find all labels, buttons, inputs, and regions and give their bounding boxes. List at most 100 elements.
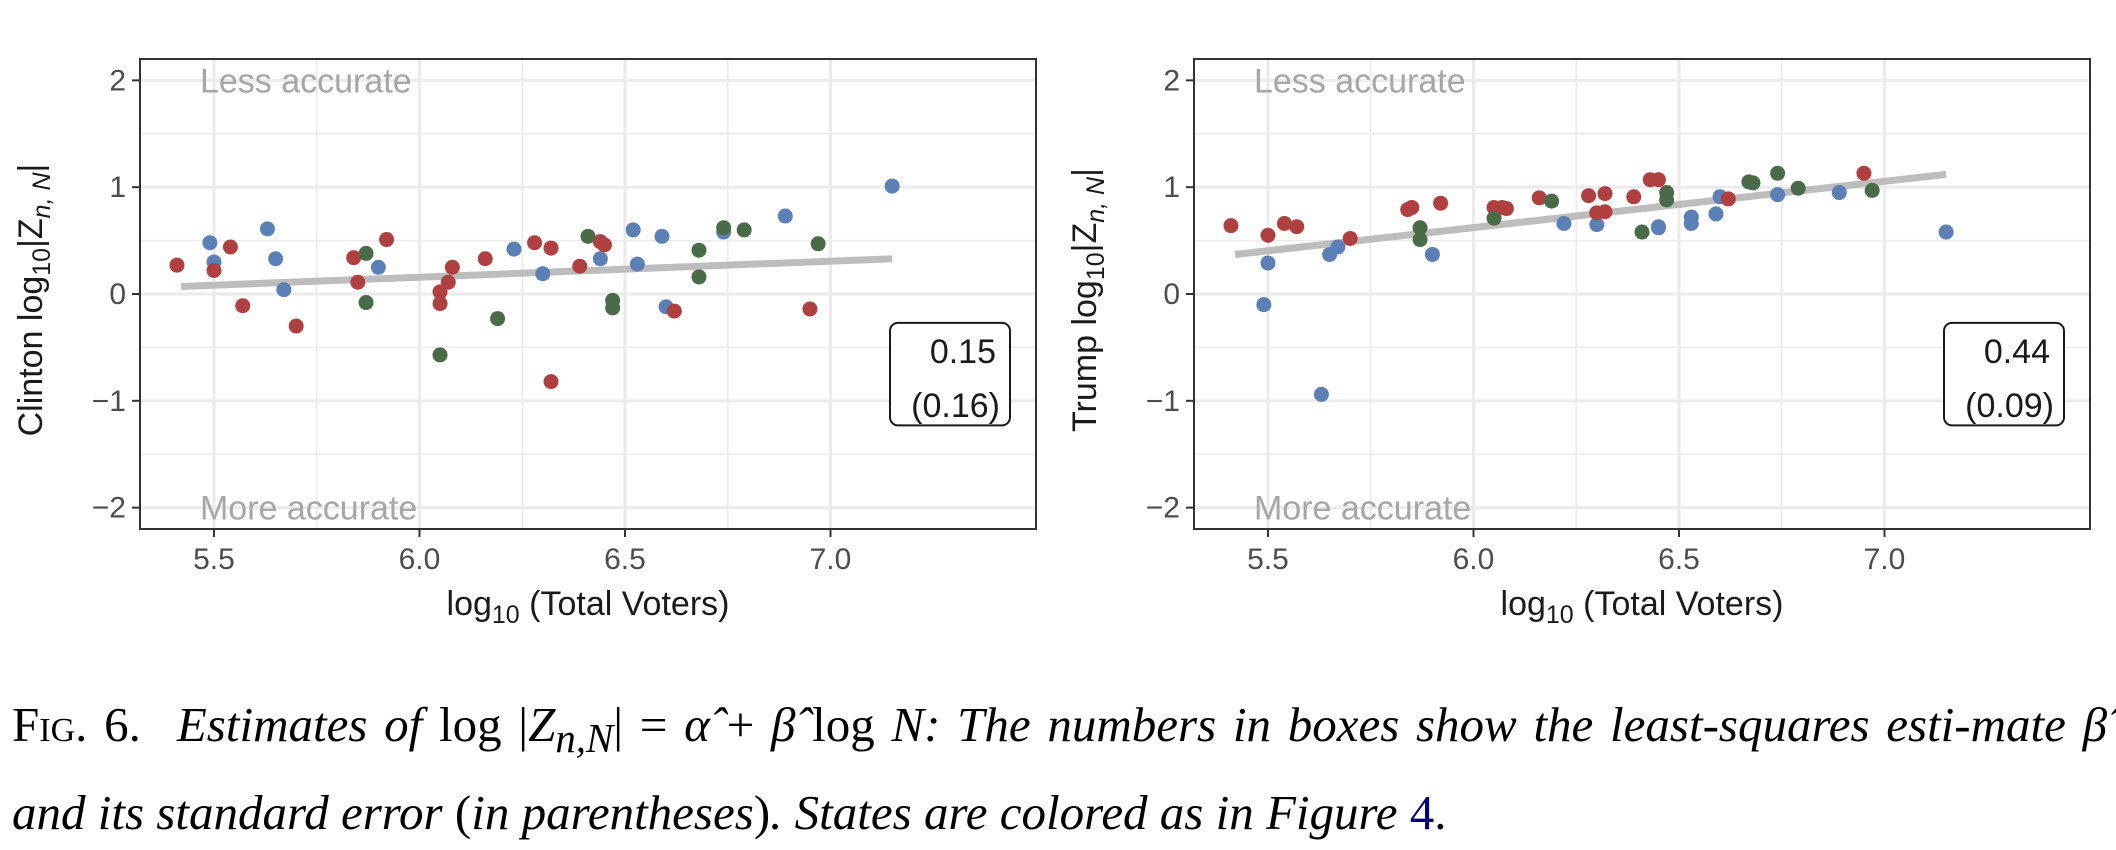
clinton-point-green [490, 311, 506, 327]
trump-y-tick-label: 2 [1163, 64, 1180, 97]
trump-annotation-less-accurate: Less accurate [1254, 62, 1466, 100]
clinton-point-green [358, 295, 374, 311]
clinton-point-red [350, 274, 366, 290]
caption-figure-label: Fig. 6. [12, 697, 141, 752]
trump-point-red [1531, 190, 1547, 206]
clinton-annotation-less-accurate: Less accurate [200, 62, 412, 100]
trump-point-red [1498, 201, 1514, 217]
trump-point-green [1864, 182, 1880, 198]
trump-point-red [1260, 227, 1276, 243]
caption-math-plus: + [709, 697, 771, 752]
trump-point-blue [1313, 386, 1329, 402]
clinton-point-red [440, 274, 456, 290]
trump-point-blue [1260, 255, 1276, 271]
trump-point-green [1412, 220, 1428, 236]
caption-math-log-2: log [795, 697, 892, 752]
clinton-estimate-value: 0.15 [930, 333, 996, 371]
clinton-point-green [810, 236, 826, 252]
clinton-point-blue [370, 259, 386, 275]
clinton-x-tick-label: 5.5 [193, 543, 235, 576]
trump-panel: Less accurate More accurate 0.44 (0.09) −2 −1… [1066, 58, 2091, 629]
trump-y-tick-label: −1 [1146, 385, 1180, 418]
clinton-y-tick-label: −2 [92, 492, 126, 525]
caption-math-equals: | = [613, 697, 685, 752]
caption-paren-open: ( [454, 784, 472, 840]
trump-point-green [1486, 210, 1502, 226]
clinton-x-tick-label: 6.5 [604, 543, 646, 576]
trump-x-tick-label: 7.0 [1864, 543, 1906, 576]
clinton-point-blue [654, 228, 670, 244]
trump-point-green [1412, 232, 1428, 248]
clinton-point-green [736, 222, 752, 238]
clinton-y-tick-label: 1 [109, 171, 126, 204]
clinton-point-green [691, 269, 707, 285]
clinton-point-green [580, 228, 596, 244]
clinton-point-blue [625, 222, 641, 238]
trump-point-blue [1556, 216, 1572, 231]
trump-point-blue [1938, 224, 1954, 240]
clinton-y-tick-label: 0 [109, 278, 126, 311]
trump-y-tick-label: −2 [1146, 492, 1180, 525]
clinton-point-red [432, 296, 448, 312]
clinton-point-blue [629, 256, 645, 272]
clinton-point-green [716, 220, 732, 236]
clinton-point-blue [276, 282, 292, 298]
clinton-point-red [543, 240, 559, 256]
clinton-estimate-std-error: (0.16) [911, 387, 1000, 425]
trump-point-red [1223, 218, 1239, 234]
clinton-point-red [346, 250, 362, 266]
trump-point-red [1597, 204, 1613, 220]
trump-point-red [1581, 188, 1597, 204]
caption-math-beta: β̂ [770, 697, 796, 752]
caption-math-z-index: n,N [555, 715, 614, 761]
clinton-point-blue [202, 235, 218, 251]
clinton-point-red [802, 301, 818, 317]
trump-point-red [1856, 165, 1872, 181]
clinton-point-green [432, 347, 448, 363]
clinton-point-blue [884, 178, 900, 194]
trump-estimate-std-error: (0.09) [1965, 387, 2054, 425]
trump-point-blue [1330, 239, 1346, 255]
trump-x-tick-label: 5.5 [1247, 543, 1289, 576]
clinton-y-axis-title: Clinton log10|Zn, N| [12, 164, 56, 437]
trump-y-tick-label: 1 [1163, 171, 1180, 204]
caption-text-4: in parentheses [471, 784, 754, 840]
clinton-y-tick-label: 2 [109, 64, 126, 97]
clinton-point-blue [592, 251, 608, 267]
clinton-point-red [596, 237, 612, 253]
trump-point-red [1342, 230, 1358, 246]
trump-point-blue [1256, 297, 1272, 313]
clinton-point-red [288, 318, 304, 334]
trump-point-blue [1424, 246, 1440, 262]
clinton-x-axis-title: log10 (Total Voters) [447, 585, 730, 629]
caption-text-6: . [1434, 784, 1447, 840]
clinton-point-red [477, 251, 493, 267]
caption-math-beta-2: β̂ [2082, 697, 2107, 752]
trump-point-red [1597, 186, 1613, 202]
caption-math-alpha: α̂ [684, 697, 710, 752]
caption-paren-close: ) [753, 784, 771, 840]
trump-point-green [1544, 193, 1560, 209]
clinton-point-blue [259, 221, 275, 237]
clinton-point-red [543, 374, 559, 390]
caption-text-3: and its standard error [12, 784, 455, 840]
clinton-point-blue [535, 266, 551, 282]
figure-caption: Fig. 6. Estimates of log |Zn,N| = α̂ + β̂… [12, 688, 2107, 850]
caption-math-z: Z [528, 697, 556, 752]
clinton-point-green [605, 300, 621, 316]
trump-point-green [1745, 175, 1761, 191]
trump-point-red [1276, 216, 1292, 231]
trump-point-green [1790, 180, 1806, 196]
trump-y-axis-title: Trump log10|Zn, N| [1066, 168, 1110, 432]
clinton-point-red [666, 303, 682, 319]
trump-point-red [1650, 172, 1666, 188]
trump-point-red [1289, 219, 1305, 235]
caption-figure-ref[interactable]: 4 [1409, 784, 1435, 840]
trump-x-tick-label: 6.5 [1658, 543, 1700, 576]
clinton-point-green [358, 245, 374, 261]
trump-point-blue [1708, 206, 1724, 222]
trump-x-tick-label: 6.0 [1453, 543, 1495, 576]
clinton-point-red [169, 257, 185, 273]
clinton-point-blue [506, 241, 522, 257]
trump-estimate-box [1943, 321, 2065, 427]
